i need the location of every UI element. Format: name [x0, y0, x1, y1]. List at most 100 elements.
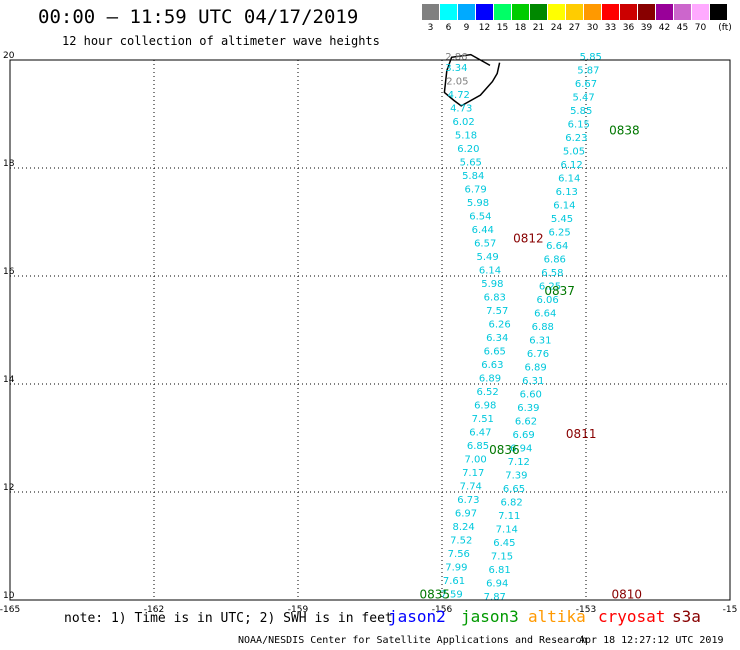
wave-height-value: 5.84 — [462, 171, 484, 182]
wave-height-value: 4.72 — [448, 90, 470, 101]
wave-height-value: 7.39 — [505, 471, 527, 482]
wave-height-value: 7.15 — [491, 552, 513, 563]
legend-altika: altika — [528, 607, 586, 626]
wave-height-value: 7.17 — [462, 468, 484, 479]
wave-height-value: 6.63 — [481, 360, 503, 371]
wave-height-value: 7.51 — [472, 414, 494, 425]
lat-tick-label: 14 — [3, 375, 15, 385]
scale-swatch — [476, 4, 493, 20]
scale-swatch — [512, 4, 529, 20]
wave-height-value: 6.89 — [524, 363, 546, 374]
grid-lines — [10, 60, 730, 600]
lon-tick-label: -156 — [432, 605, 453, 615]
wave-height-value: 3.34 — [445, 63, 467, 74]
wave-height-value: 6.34 — [486, 333, 508, 344]
map-subtitle: 12 hour collection of altimeter wave hei… — [62, 34, 380, 48]
wave-height-value: 5.47 — [572, 93, 594, 104]
scale-swatch — [530, 4, 547, 20]
scale-label: 70 — [694, 23, 707, 33]
wave-height-value: 6.79 — [464, 184, 486, 195]
lat-tick-label: 10 — [3, 591, 15, 601]
legend-jason3: jason3 — [461, 607, 519, 626]
island-coastline — [443, 53, 501, 107]
wave-height-value: 6.69 — [512, 430, 534, 441]
footer-timestamp: Apr 18 12:27:12 UTC 2019 — [579, 635, 724, 646]
wave-height-value: 6.67 — [575, 79, 597, 90]
lat-tick-label: 16 — [3, 267, 15, 277]
scale-label: 12 — [478, 23, 491, 33]
wave-height-value: 5.49 — [476, 252, 498, 263]
wave-height-value: 6.83 — [484, 292, 506, 303]
map-frame — [9, 59, 731, 601]
scale-swatch — [440, 4, 457, 20]
lat-tick-label: 12 — [3, 483, 14, 493]
pass-time-label: 0811 — [566, 427, 597, 441]
coastline — [443, 53, 501, 107]
wave-height-value: 7.87 — [484, 592, 506, 603]
wave-height-value: 6.94 — [486, 579, 508, 590]
wave-height-value: 7.14 — [496, 525, 518, 536]
wave-height-value: 6.65 — [503, 484, 525, 495]
wave-height-value: 6.60 — [520, 390, 542, 401]
wave-height-value: 7.00 — [464, 454, 486, 465]
wave-height-value: 6.47 — [469, 427, 491, 438]
wave-height-value: 6.31 — [529, 336, 551, 347]
wave-height-value: 7.11 — [498, 511, 520, 522]
wave-height-value: 7.12 — [508, 457, 530, 468]
wave-height-value: 5.65 — [460, 157, 482, 168]
wave-height-value: 7.57 — [486, 306, 508, 317]
wave-height-value: 5.45 — [551, 214, 573, 225]
scale-label: 36 — [622, 23, 635, 33]
scale-unit: (ft) — [718, 23, 732, 33]
lon-tick-label: -153 — [576, 605, 596, 615]
note-text: note: 1) Time is in UTC; 2) SWH is in fe… — [64, 611, 393, 626]
wave-height-value: 6.14 — [553, 201, 575, 212]
wave-height-value: 6.06 — [536, 295, 558, 306]
wave-height-value: 6.02 — [452, 117, 474, 128]
axis-tick-labels: -165 -162 -159 -156 -153 -15 20 18 16 14 12 10 — [0, 51, 737, 615]
pass-time-label: 0810 — [612, 587, 643, 601]
lat-tick-label: 20 — [3, 51, 15, 61]
scale-swatch — [494, 4, 511, 20]
wave-height-value: 5.98 — [467, 198, 489, 209]
wave-height-value: 6.58 — [541, 268, 563, 279]
wave-height-value: 6.12 — [560, 160, 582, 171]
wave-height-value: 5.85 — [580, 52, 602, 63]
wave-height-value: 6.94 — [510, 444, 532, 455]
wave-height-value: 6.85 — [467, 441, 489, 452]
wave-height-value: 6.88 — [532, 322, 554, 333]
wave-height-value: 6.64 — [546, 241, 568, 252]
wave-height-value: 5.87 — [577, 66, 599, 77]
scale-label: 42 — [658, 23, 671, 33]
wave-height-value: 6.14 — [558, 174, 580, 185]
wave-height-value: 6.82 — [500, 498, 522, 509]
scale-swatch — [458, 4, 475, 20]
wave-height-value: 7.74 — [460, 481, 482, 492]
scale-swatch — [638, 4, 655, 20]
wave-height-value: 7.52 — [450, 535, 472, 546]
scale-swatch — [656, 4, 673, 20]
satellite-tracks: 2.863.34 2.05 4.72 4.73 6.02 5.18 6.20 5.65 5.84… — [440, 52, 601, 603]
wave-height-value: 6.89 — [479, 373, 501, 384]
pass-time-label: 0812 — [513, 232, 544, 246]
wave-height-value: 6.54 — [469, 211, 491, 222]
wave-height-value: 2.05 — [446, 76, 468, 87]
wave-height-value: 6.39 — [517, 403, 539, 414]
wave-height-value: 6.65 — [484, 346, 506, 357]
wave-height-value: 4.73 — [450, 103, 472, 114]
wave-height-value: 5.85 — [570, 106, 592, 117]
wave-height-value: 6.57 — [474, 238, 496, 249]
scale-label: 27 — [568, 23, 581, 33]
lat-tick-label: 18 — [3, 159, 15, 169]
wave-height-value: 6.26 — [488, 319, 510, 330]
scale-swatch — [422, 4, 439, 20]
wave-height-value: 7.61 — [443, 576, 465, 587]
scale-swatch — [566, 4, 583, 20]
pass-time-label: 0836 — [489, 443, 520, 457]
pass-time-labels: 0838 0812 0837 0811 0836 0835 0810 — [420, 124, 643, 602]
scale-label: 3 — [427, 23, 434, 33]
wave-height-value: 6.23 — [565, 133, 587, 144]
wave-height-value: 6.64 — [534, 309, 556, 320]
scale-label: 39 — [640, 23, 653, 33]
scale-label: 21 — [532, 23, 545, 33]
